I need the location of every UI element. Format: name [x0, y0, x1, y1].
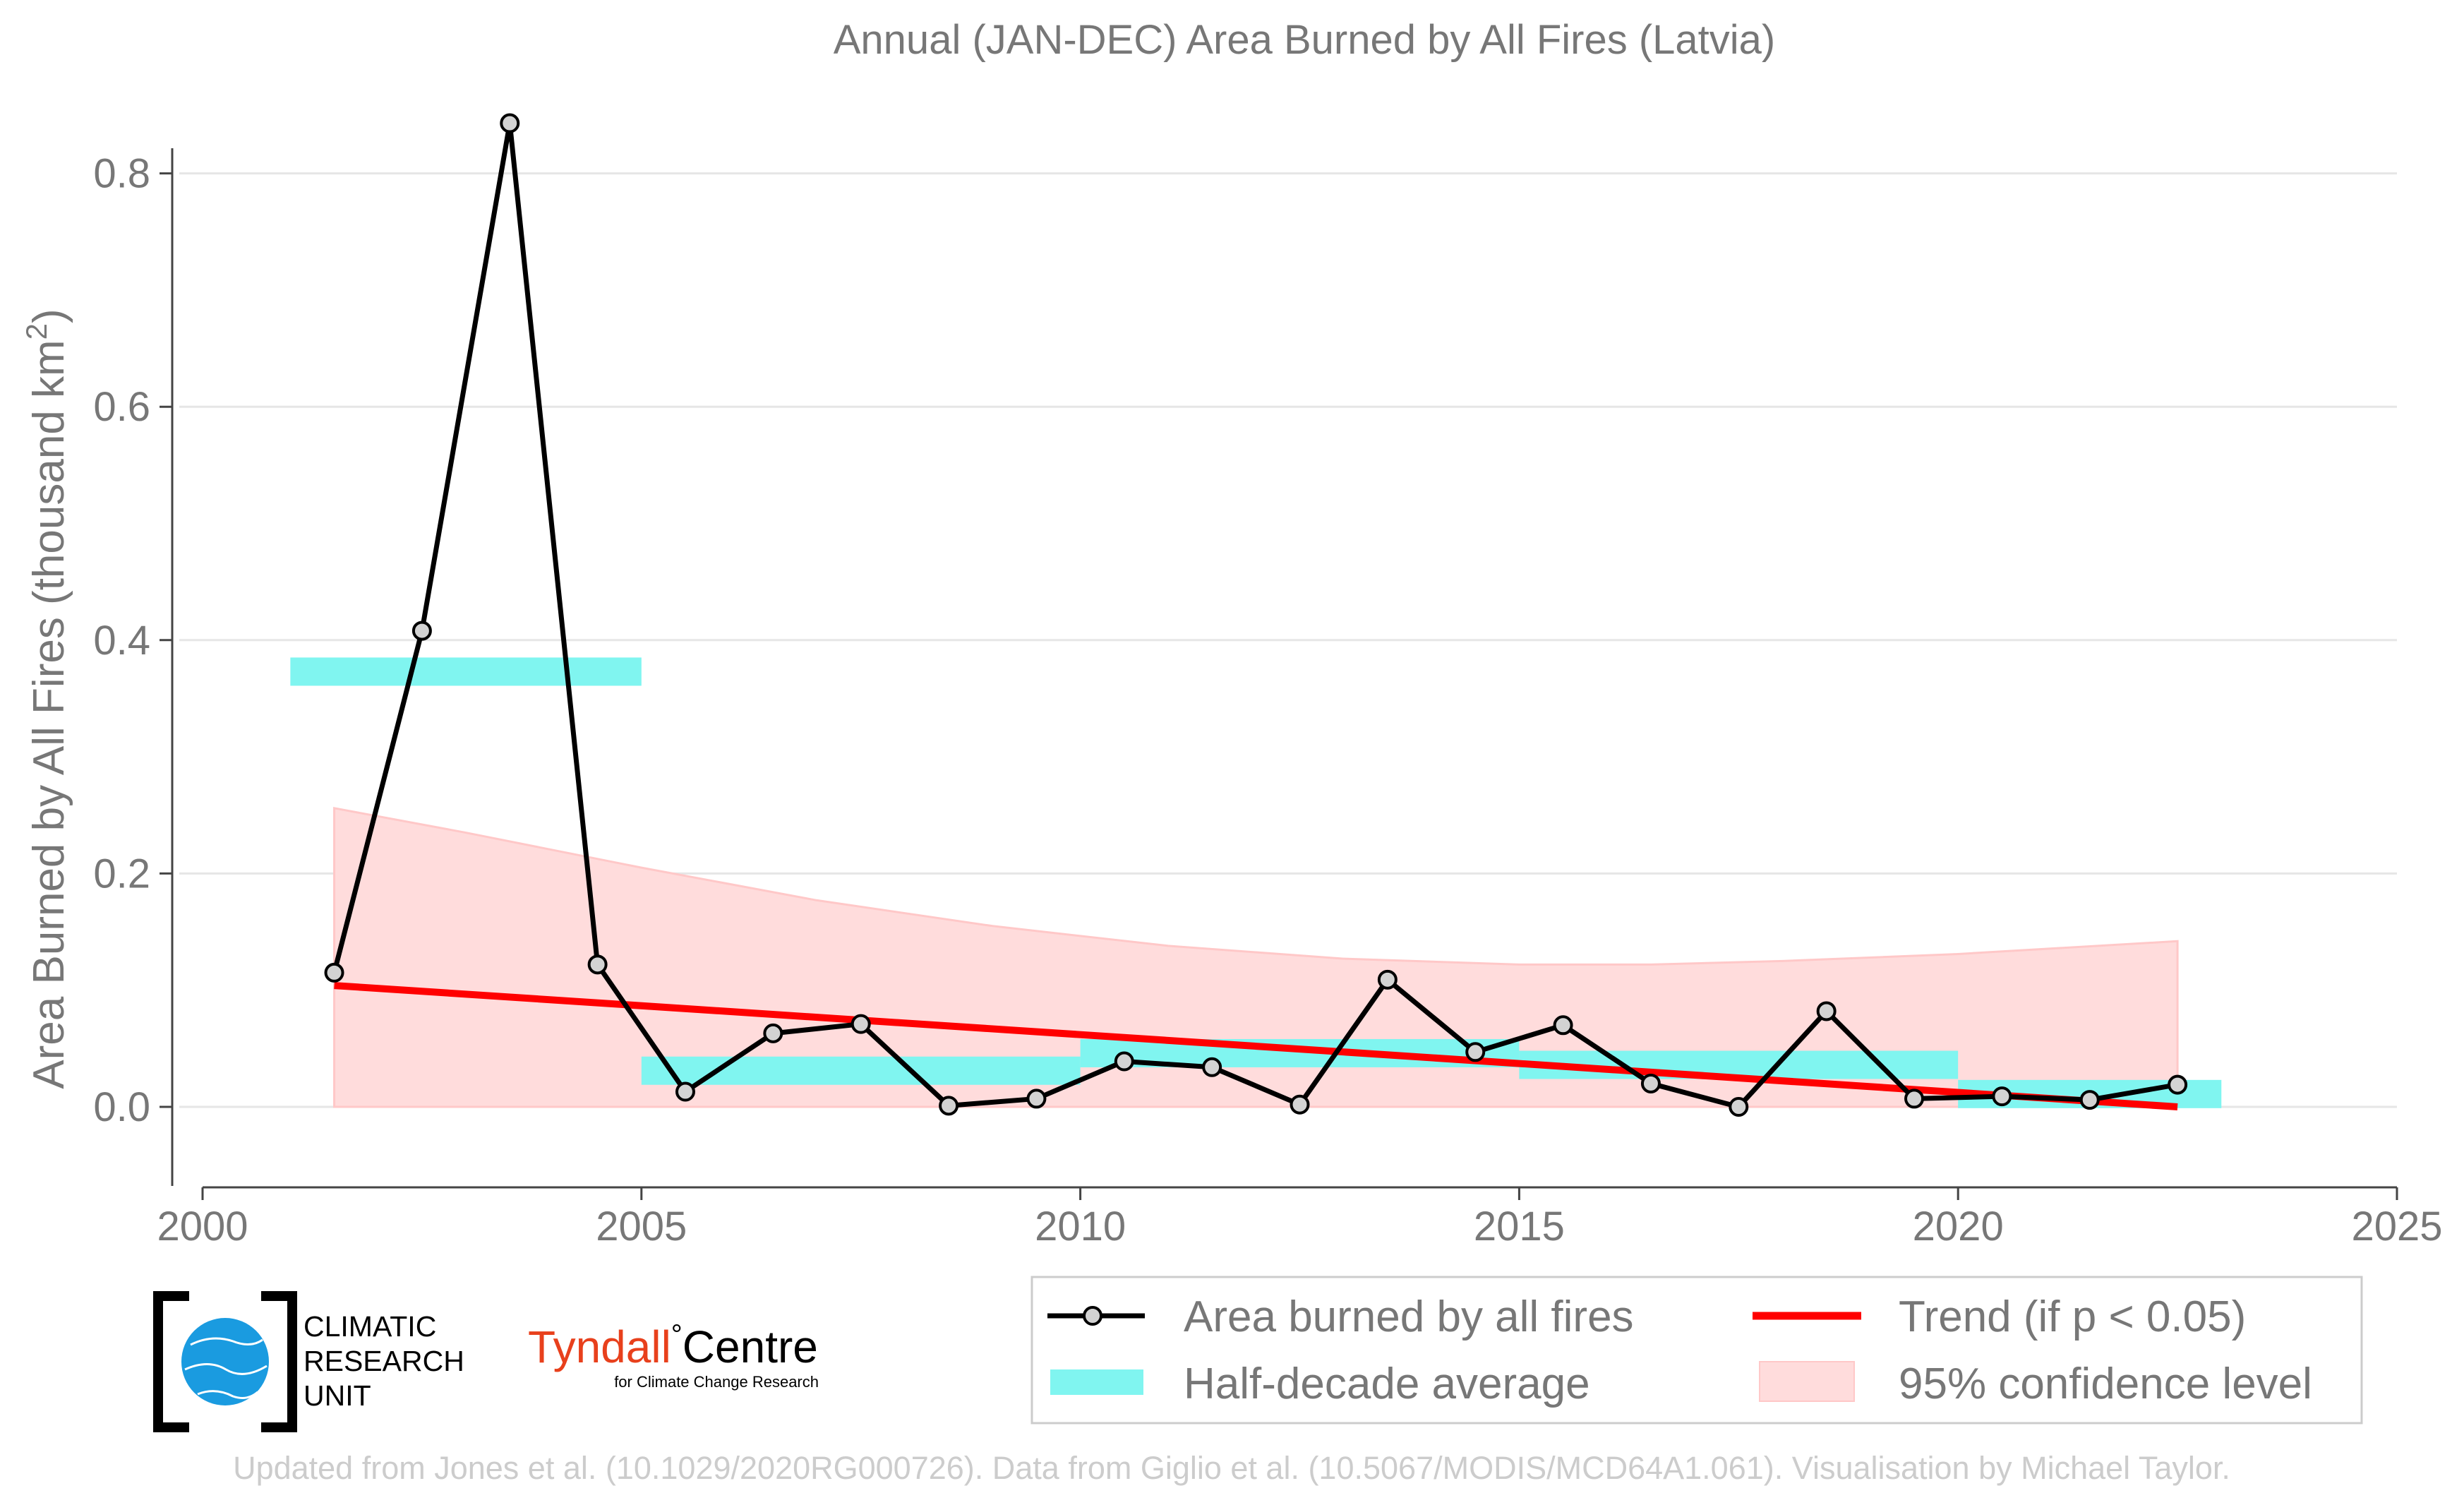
y-tick-label: 0.0	[93, 1084, 150, 1130]
trend-line-segment	[334, 982, 2178, 1110]
legend-confidence-label: 95% confidence level	[1899, 1360, 2312, 1408]
data-point	[500, 113, 520, 133]
legend-box	[1030, 1276, 2363, 1425]
legend-series-marker	[1083, 1306, 1102, 1326]
globe-lines-icon	[184, 1337, 268, 1399]
footer-credit: Updated from Jones et al. (10.1029/2020R…	[233, 1450, 2230, 1486]
cru-bracket-icon	[153, 1291, 297, 1432]
data-point	[1640, 1073, 1661, 1093]
data-point	[939, 1096, 959, 1116]
data-point	[1377, 969, 1398, 990]
legend: Area burned by all fires Half-decade ave…	[1030, 1276, 2363, 1425]
data-point	[851, 1014, 871, 1034]
data-point	[1729, 1097, 1749, 1117]
data-point	[1816, 1001, 1837, 1021]
x-tick-label: 2025	[2351, 1204, 2442, 1249]
cru-text-line3: UNIT	[304, 1379, 371, 1412]
y-tick-label: 0.6	[93, 384, 150, 430]
data-point	[1026, 1089, 1047, 1109]
y-axis-label: Area Burned by All Fires (thousand km2)	[20, 308, 73, 1089]
y-tick-label: 0.4	[93, 618, 150, 664]
legend-confidence-swatch	[1759, 1361, 1855, 1402]
cru-text-line1: CLIMATIC	[304, 1310, 436, 1343]
data-point	[1553, 1015, 1573, 1036]
tyndall-subtitle: for Climate Change Research	[614, 1373, 819, 1391]
data-point	[1904, 1089, 1925, 1109]
x-tick-label: 2010	[1035, 1204, 1126, 1249]
data-point	[1290, 1094, 1310, 1115]
data-point	[1465, 1042, 1486, 1062]
x-tick-label: 2020	[1913, 1204, 2004, 1249]
cru-text-line2: RESEARCH	[304, 1345, 464, 1377]
x-tick-label: 2015	[1474, 1204, 1565, 1249]
data-point	[2168, 1074, 2188, 1095]
data-point	[675, 1081, 695, 1102]
data-point	[2079, 1090, 2100, 1110]
data-series	[324, 113, 2188, 1117]
data-point	[411, 620, 432, 641]
legend-series-label: Area burned by all fires	[1184, 1293, 1634, 1341]
tyndall-wordmark: Tyndall°Centre	[528, 1319, 818, 1372]
half-decade-bar	[641, 1056, 1081, 1085]
axes: 0.0 0.2 0.4 0.6 0.8 2000 2005 2010 2015 2020 2025	[93, 148, 2443, 1249]
legend-average-label: Half-decade average	[1184, 1360, 1590, 1408]
y-tick-label: 0.2	[93, 851, 150, 897]
chart-title: Annual (JAN-DEC) Area Burned by All Fire…	[834, 17, 1776, 63]
data-point	[1114, 1051, 1134, 1072]
half-decade-bar	[290, 657, 642, 686]
x-tick-label: 2005	[596, 1204, 687, 1249]
cru-logo: CLIMATIC RESEARCH UNIT	[153, 1291, 464, 1432]
data-point	[324, 962, 344, 983]
y-tick-label: 0.8	[93, 151, 150, 197]
data-point	[763, 1023, 783, 1043]
tyndall-logo: Tyndall°Centre for Climate Change Resear…	[528, 1319, 819, 1391]
data-point	[1202, 1057, 1222, 1077]
series-line	[332, 121, 2178, 1110]
trend-line	[334, 982, 2178, 1110]
x-tick-label: 2000	[157, 1204, 248, 1249]
data-point	[587, 954, 608, 975]
legend-average-swatch	[1050, 1369, 1143, 1395]
data-point	[1992, 1086, 2012, 1107]
legend-trend-label: Trend (if p < 0.05)	[1899, 1293, 2246, 1341]
